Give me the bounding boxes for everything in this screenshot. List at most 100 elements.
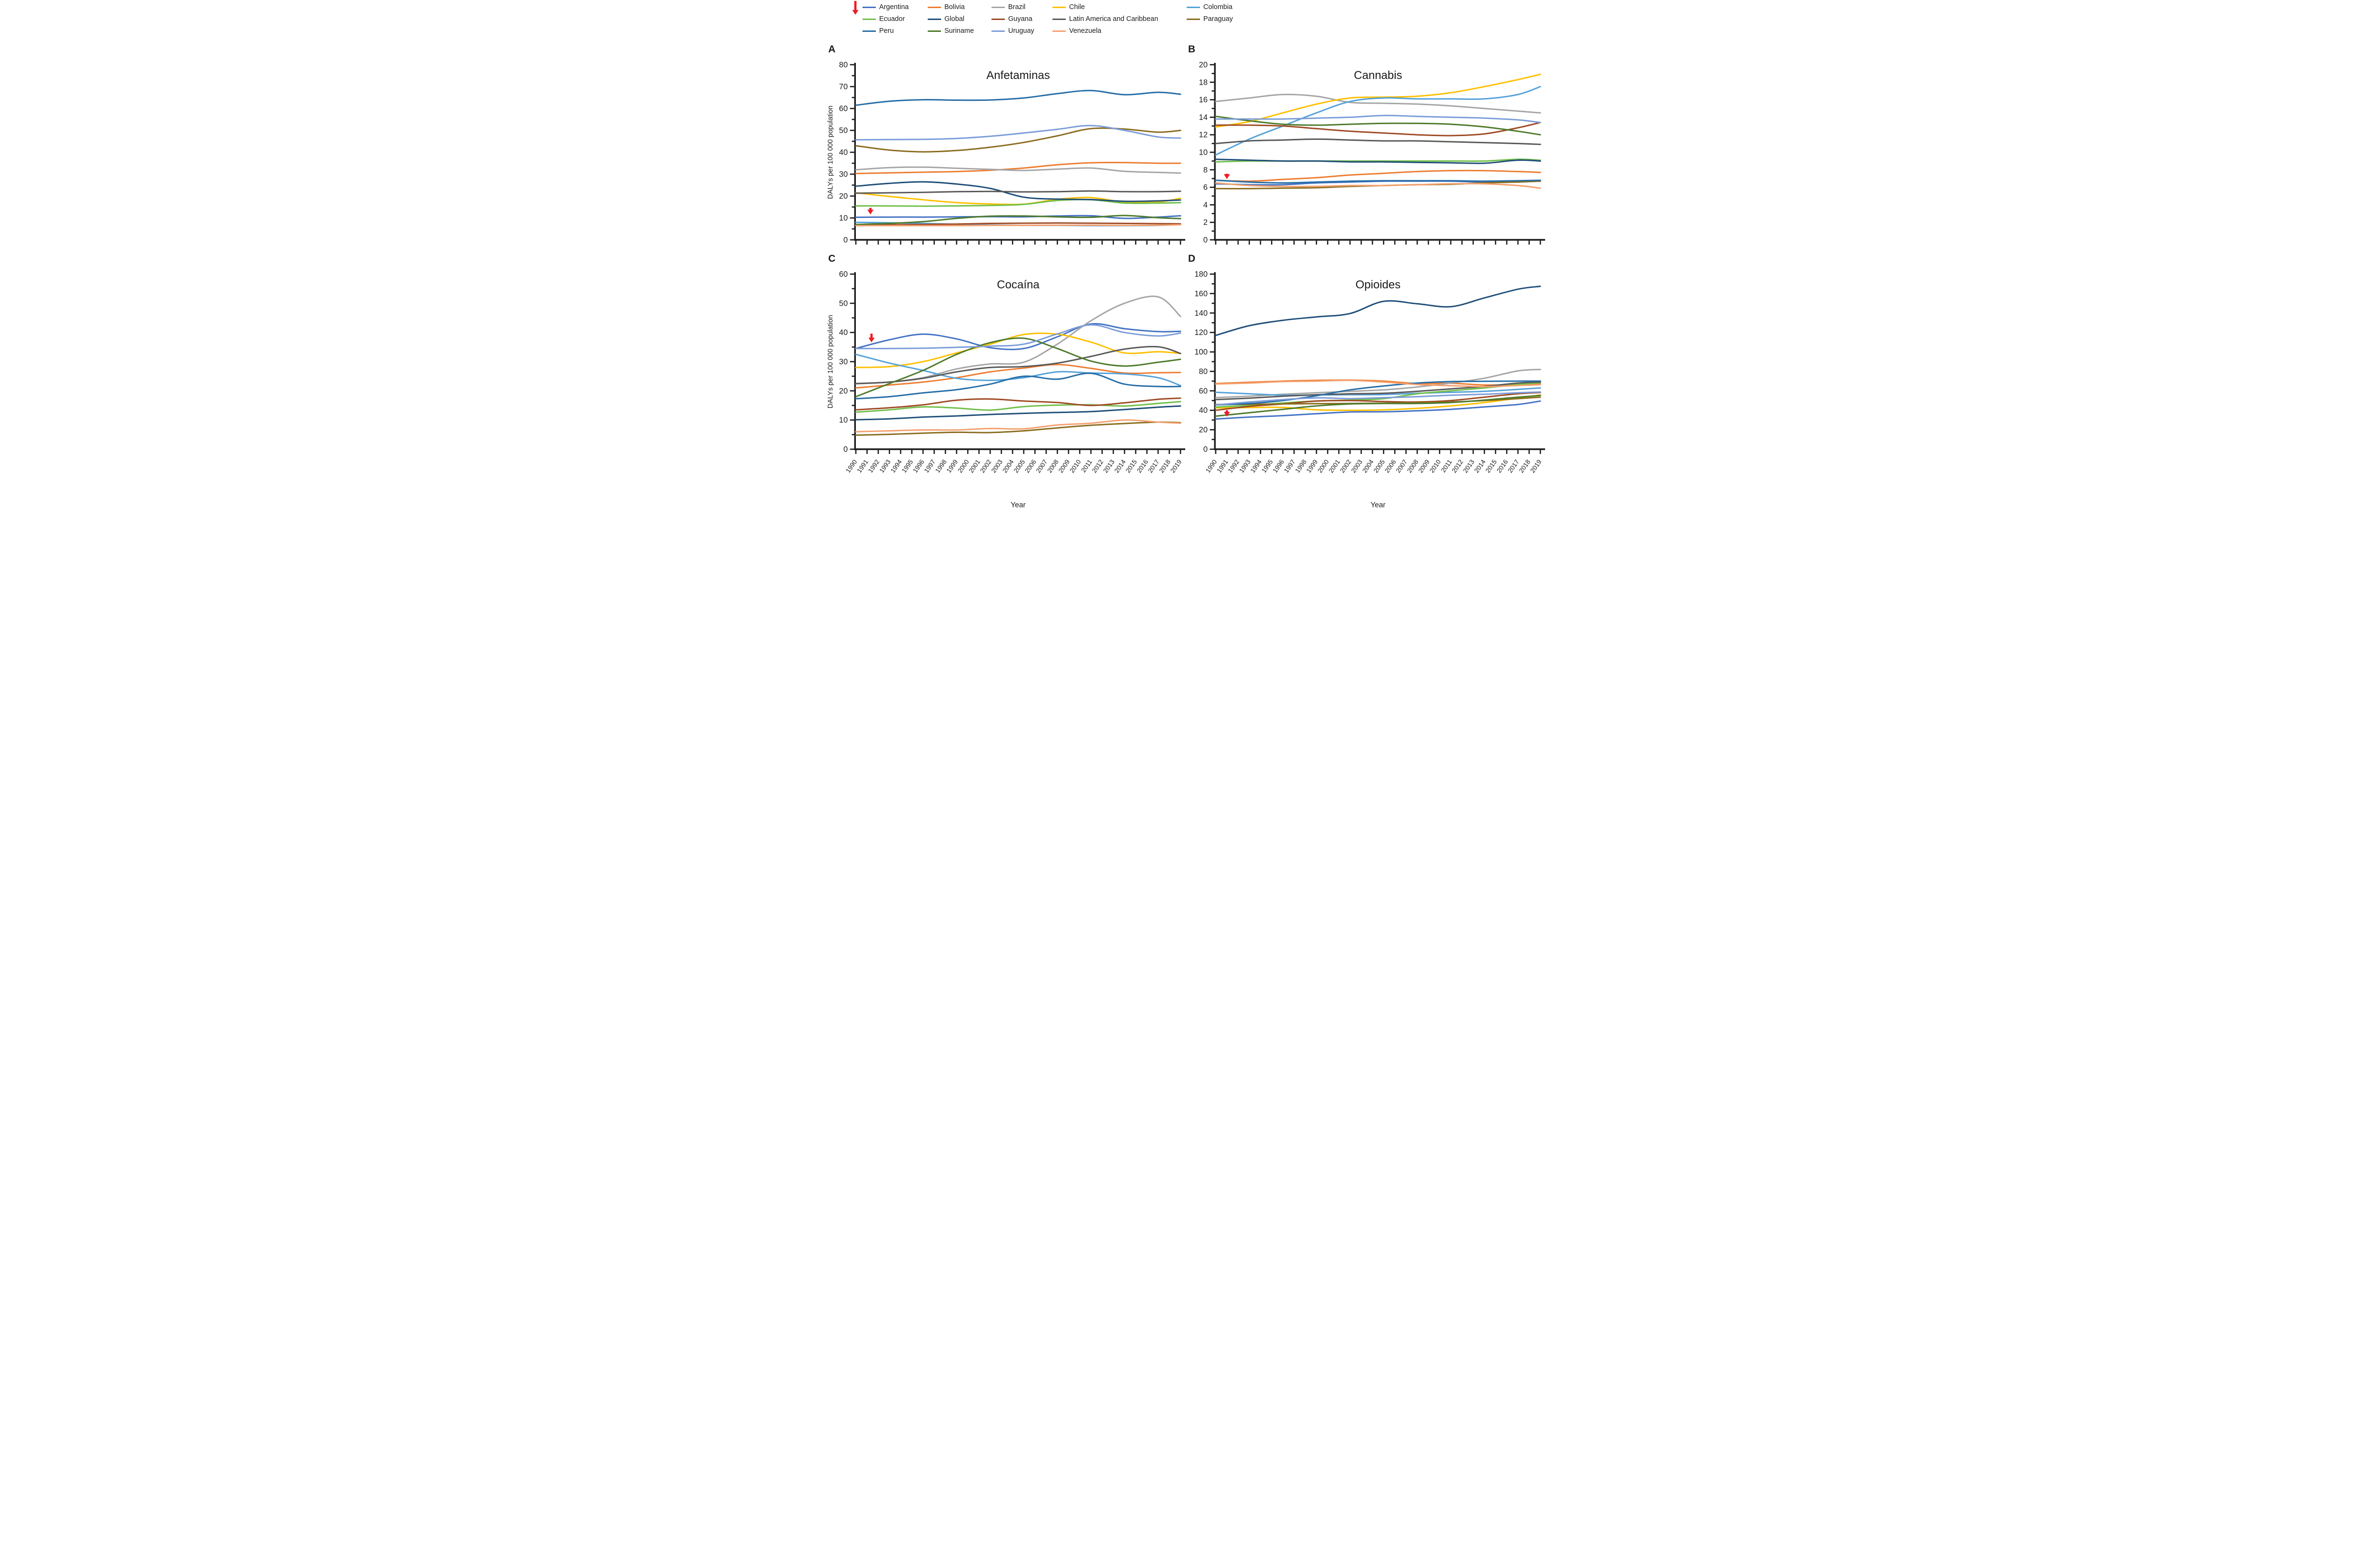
x-tick-label: 2017 — [1507, 458, 1521, 474]
figure: Argentina Bolivia Brazil Chile Colombia … — [825, 0, 1555, 519]
panel-anfetaminas: A Anfetaminas 0 10 20 30 40 50 60 70 80 DALYs per 1… — [825, 40, 1185, 249]
line-paraguay — [855, 127, 1181, 153]
red-arrow-icon — [1224, 410, 1230, 417]
x-tick-label: 1993 — [1238, 458, 1252, 474]
chart-cocaína: CCocaína01020304050601990199119921993199… — [827, 253, 1185, 509]
chart-anfetaminas: A Anfetaminas 0 10 20 30 40 50 60 70 80 DALYs per 1… — [827, 44, 1185, 245]
x-tick-label: 2015 — [1484, 458, 1498, 474]
line-latin-america-and-caribbean — [855, 190, 1181, 194]
panel-title: Opioides — [1356, 278, 1401, 291]
x-ticks — [1215, 240, 1541, 245]
legend-label: Brazil — [1008, 3, 1026, 11]
panel-letter: D — [1188, 253, 1195, 264]
y-tick-label: 60 — [839, 105, 848, 113]
legend-item-peru: Peru — [863, 28, 894, 35]
x-tick-label: 2005 — [1372, 458, 1387, 474]
legend-item-colombia: Colombia — [1187, 4, 1232, 11]
panel-letter: A — [828, 44, 835, 55]
x-tick-label: 1998 — [934, 458, 948, 474]
red-arrow-icon — [868, 334, 875, 343]
x-tick-label: 2010 — [1068, 458, 1082, 474]
x-tick-label: 2013 — [1102, 458, 1116, 474]
line-suriname — [1215, 394, 1541, 417]
x-tick-label: 2018 — [1158, 458, 1172, 474]
x-tick-label: 1996 — [1271, 458, 1286, 474]
y-tick-label: 10 — [1199, 148, 1208, 157]
y-tick-label: 180 — [1194, 270, 1208, 279]
x-tick-label: 2009 — [1057, 458, 1071, 474]
x-tick-label: 2001 — [1328, 458, 1342, 474]
x-tick-label: 2008 — [1046, 458, 1060, 474]
y-tick-label: 0 — [1203, 236, 1208, 245]
axes — [1214, 272, 1545, 450]
legend-label: Guyana — [1008, 15, 1032, 23]
x-tick-label: 1994 — [889, 458, 903, 474]
x-tick-label: 2002 — [1339, 458, 1353, 474]
suriname-line-swatch — [928, 30, 941, 32]
line-argentina — [855, 215, 1181, 219]
venezuela-line-swatch — [1052, 30, 1066, 32]
line-venezuela — [855, 419, 1181, 433]
y-tick-label: 14 — [1199, 113, 1208, 122]
series-lines — [1215, 286, 1541, 420]
line-guyana — [1215, 121, 1541, 137]
y-tick-label: 10 — [839, 416, 848, 424]
x-ticks: 1990199119921993199419951996199719981999… — [1204, 450, 1543, 474]
line-global — [1215, 286, 1541, 336]
x-tick-label: 2004 — [1361, 458, 1375, 474]
x-tick-label: 2019 — [1529, 458, 1543, 474]
line-global — [855, 405, 1181, 421]
chart-cannabis: B Cannabis 0 2 4 6 8 10 12 14 16 18 20 — [1188, 44, 1545, 245]
series-lines — [1215, 73, 1541, 189]
x-tick-label: 1999 — [1305, 458, 1319, 474]
legend-item-ecuador: Ecuador — [863, 16, 905, 23]
y-tick-label: 30 — [839, 170, 848, 179]
y-tick-label: 70 — [839, 83, 848, 91]
legend-item-global: Global — [928, 16, 964, 23]
line-peru — [1215, 380, 1541, 406]
line-suriname — [1215, 116, 1541, 136]
x-tick-label: 2012 — [1091, 458, 1105, 474]
x-tick-label: 2007 — [1395, 458, 1409, 474]
x-tick-label: 2007 — [1035, 458, 1049, 474]
y-tick-label: 4 — [1203, 201, 1208, 209]
y-tick-label: 16 — [1199, 96, 1208, 104]
y-tick-label: 20 — [839, 387, 848, 395]
y-tick-label: 40 — [839, 328, 848, 337]
y-tick-label: 30 — [839, 358, 848, 366]
x-ticks: 1990199119921993199419951996199719981999… — [844, 450, 1183, 474]
x-tick-label: 1991 — [855, 458, 870, 474]
panels-grid: A Anfetaminas 0 10 20 30 40 50 60 70 80 DALYs per 1… — [825, 40, 1555, 514]
x-tick-label: 2009 — [1417, 458, 1431, 474]
y-tick-label: 50 — [839, 299, 848, 308]
legend-item-paraguay: Paraguay — [1187, 16, 1233, 23]
line-global — [855, 181, 1181, 202]
y-tick-label: 80 — [839, 61, 848, 69]
y-tick-label: 140 — [1194, 309, 1208, 317]
legend-label: Chile — [1069, 3, 1085, 11]
x-tick-label: 2018 — [1517, 458, 1532, 474]
y-axis-title: DALYs per 100 000 population — [827, 106, 834, 199]
y-tick-label: 0 — [843, 445, 848, 454]
line-guyana — [855, 397, 1181, 411]
line-venezuela — [1215, 182, 1541, 189]
x-tick-label: 1995 — [901, 458, 915, 474]
legend-label: Bolivia — [944, 3, 965, 11]
line-bolivia — [1215, 169, 1541, 182]
x-ticks — [855, 240, 1181, 245]
x-tick-label: 2004 — [1001, 458, 1015, 474]
x-tick-label: 2013 — [1462, 458, 1476, 474]
legend-item-venezuela: Venezuela — [1052, 28, 1101, 35]
line-latin-america-and-caribbean — [855, 345, 1181, 384]
legend-item-argentina: Argentina — [863, 4, 909, 11]
legend-label: Uruguay — [1008, 27, 1034, 35]
line-brazil — [855, 166, 1181, 174]
y-tick-label: 0 — [843, 236, 848, 245]
line-brazil — [1215, 93, 1541, 114]
bolivia-line-swatch — [928, 6, 941, 8]
x-tick-label: 2006 — [1383, 458, 1398, 474]
line-peru — [855, 372, 1181, 400]
x-tick-label: 1994 — [1249, 458, 1263, 474]
x-tick-label: 2000 — [1316, 458, 1330, 474]
y-tick-label: 60 — [1199, 387, 1208, 395]
